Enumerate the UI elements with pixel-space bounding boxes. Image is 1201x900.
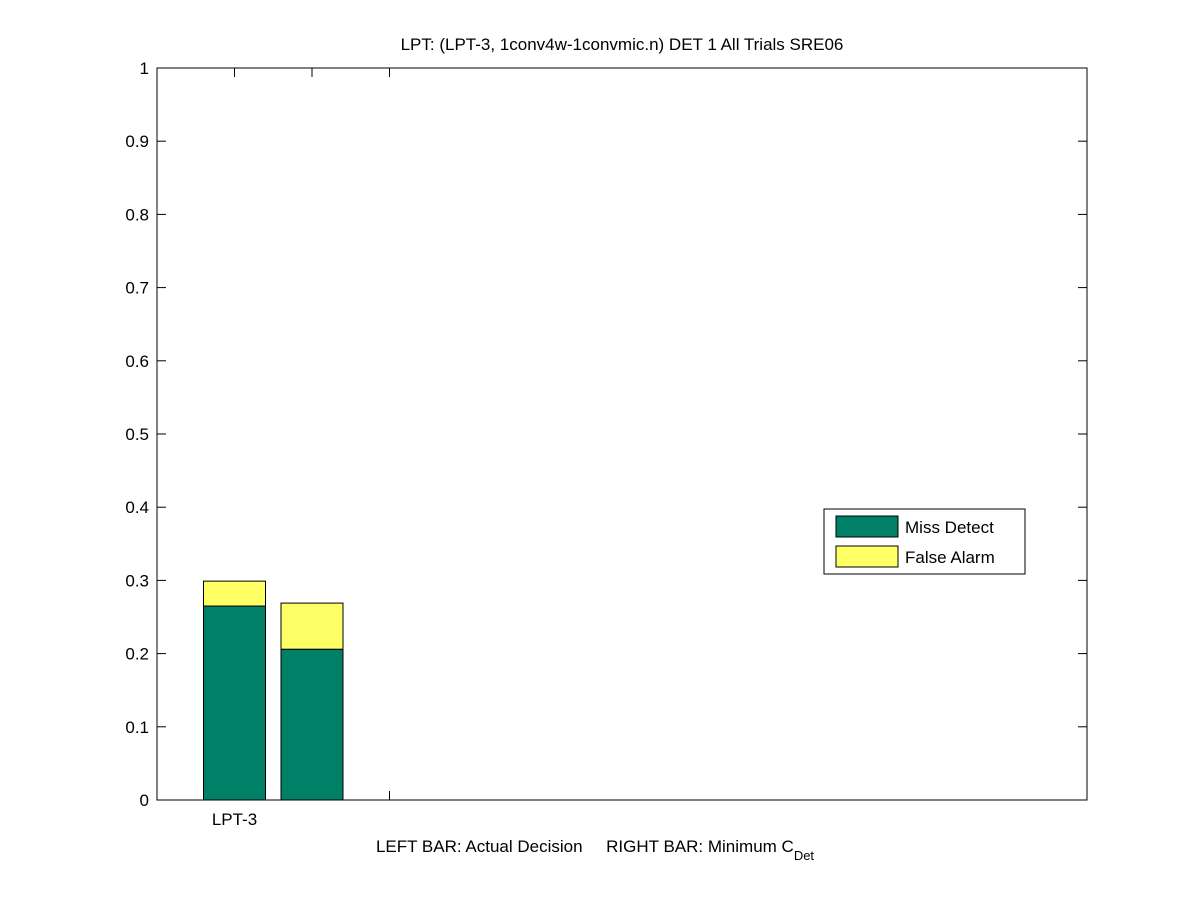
y-tick-label: 0.3	[125, 571, 149, 590]
legend: Miss Detect False Alarm	[823, 508, 1026, 575]
legend-swatch	[835, 545, 899, 568]
x-axis-label: LEFT BAR: Actual Decision RIGHT BAR: Min…	[376, 837, 814, 863]
y-tick-label: 0	[140, 791, 149, 810]
y-tick-label: 0.7	[125, 279, 149, 298]
y-tick-label: 0.8	[125, 205, 149, 224]
plot-frame	[156, 67, 1088, 801]
legend-swatch	[835, 515, 899, 538]
y-tick-label: 1	[140, 59, 149, 78]
bar-miss-detect	[203, 605, 266, 801]
y-tick-label: 0.1	[125, 718, 149, 737]
legend-label: False Alarm	[905, 548, 995, 567]
bar-false-alarm	[280, 602, 344, 650]
x-axis-label-subscript: Det	[794, 848, 815, 863]
y-tick-label: 0.4	[125, 498, 149, 517]
y-tick-label: 0.5	[125, 425, 149, 444]
x-tick-label: LPT-3	[212, 810, 257, 829]
bar-miss-detect	[280, 648, 344, 801]
y-tick-label: 0.2	[125, 645, 149, 664]
chart-title: LPT: (LPT-3, 1conv4w-1convmic.n) DET 1 A…	[401, 35, 844, 54]
bar-false-alarm	[203, 580, 266, 607]
legend-label: Miss Detect	[905, 518, 994, 537]
y-tick-label: 0.9	[125, 132, 149, 151]
y-tick-label: 0.6	[125, 352, 149, 371]
